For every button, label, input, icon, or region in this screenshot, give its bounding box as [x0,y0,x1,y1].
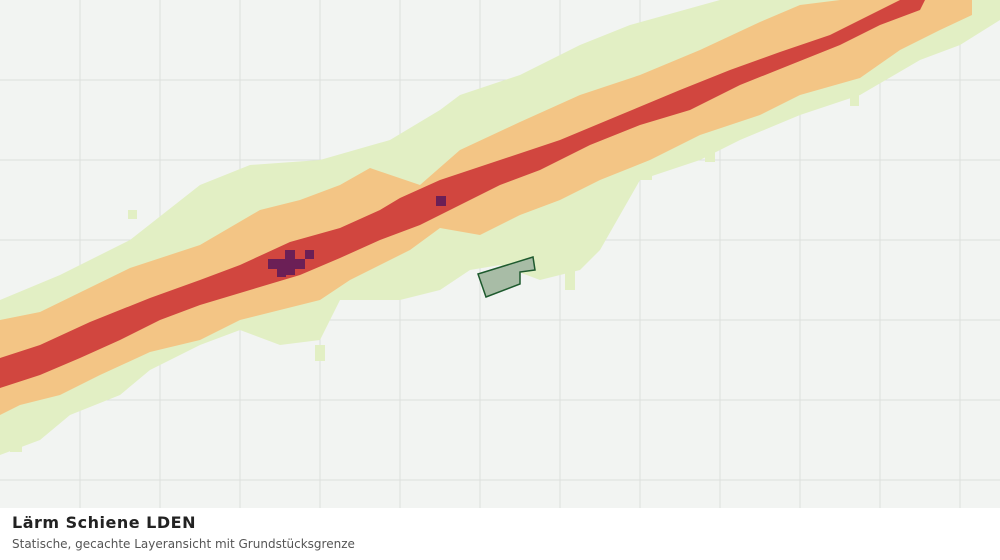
map-caption: Lärm Schiene LDEN Statische, gecachte La… [0,508,1000,560]
map-title: Lärm Schiene LDEN [12,513,196,532]
noise-zone-high [0,0,925,388]
noise-zone-very-high [268,196,446,277]
map-subtitle: Statische, gecachte Layeransicht mit Gru… [12,537,355,551]
noise-map [0,0,1000,508]
noise-zone-medium [0,0,972,415]
parcel-boundary [477,256,536,298]
